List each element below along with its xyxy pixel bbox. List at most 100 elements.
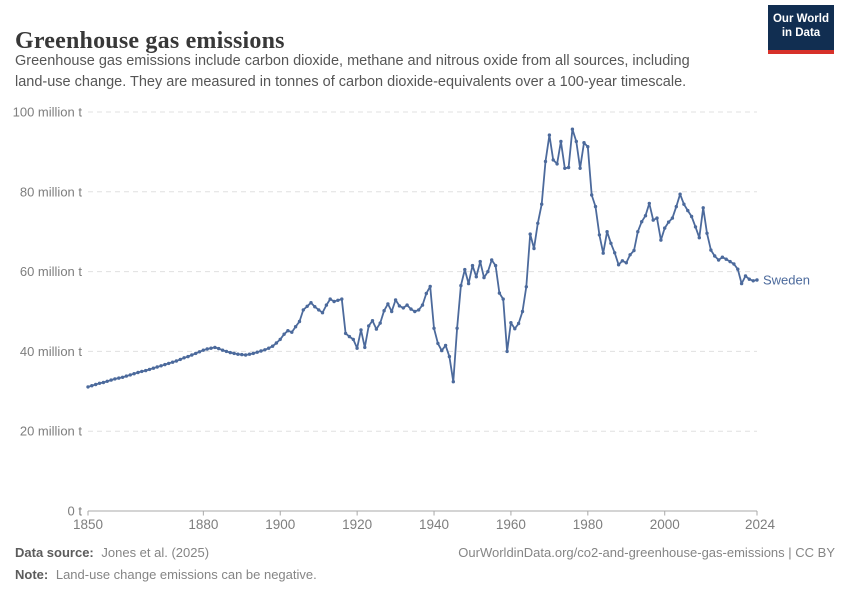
data-point-1960[interactable] [509,321,513,325]
data-point-2015[interactable] [720,255,725,259]
data-point-2008[interactable] [693,225,698,229]
data-point-1994[interactable] [640,220,644,224]
data-point-1872[interactable] [170,360,175,364]
data-point-1903[interactable] [290,330,294,334]
data-point-1937[interactable] [420,303,425,307]
data-point-1969[interactable] [543,159,548,164]
data-point-1948[interactable] [463,267,467,272]
data-point-1898[interactable] [270,344,275,348]
data-point-1970[interactable] [547,133,552,137]
owid-logo[interactable]: Our World in Data [768,5,834,54]
data-point-1912[interactable] [324,303,329,307]
data-point-1924[interactable] [370,319,375,323]
data-point-1874[interactable] [178,357,182,362]
data-point-1885[interactable] [220,348,225,352]
data-point-1892[interactable] [247,352,252,356]
data-point-2005[interactable] [682,202,686,206]
data-point-1979[interactable] [582,141,586,145]
data-point-1861[interactable] [128,373,132,377]
data-point-1993[interactable] [636,230,640,234]
data-point-1958[interactable] [501,297,505,301]
data-point-1908[interactable] [309,301,313,305]
data-point-1938[interactable] [424,291,428,296]
data-point-1998[interactable] [655,216,659,220]
data-point-1984[interactable] [601,251,605,255]
data-point-2006[interactable] [686,208,690,213]
data-point-2011[interactable] [705,231,709,235]
data-point-1851[interactable] [90,384,94,388]
data-point-1888[interactable] [232,351,236,356]
data-point-1987[interactable] [613,251,617,255]
data-point-1952[interactable] [478,259,482,264]
data-point-1873[interactable] [174,359,179,363]
data-point-1941[interactable] [436,341,440,346]
data-point-1860[interactable] [124,374,129,378]
data-point-1857[interactable] [113,377,117,381]
data-point-1858[interactable] [117,376,121,380]
data-point-1976[interactable] [570,127,575,131]
data-point-1915[interactable] [336,298,340,302]
data-point-1950[interactable] [470,263,475,268]
data-point-1894[interactable] [255,350,259,354]
data-point-1890[interactable] [240,352,244,357]
data-point-1932[interactable] [401,306,405,310]
data-point-1852[interactable] [94,382,98,387]
data-point-1866[interactable] [147,367,152,372]
data-point-1920[interactable] [355,346,359,350]
data-point-1900[interactable] [278,337,282,342]
data-point-1959[interactable] [505,349,509,354]
data-point-1936[interactable] [417,308,421,312]
data-point-1972[interactable] [555,162,559,166]
data-point-1992[interactable] [632,248,636,253]
data-point-1880[interactable] [201,348,205,352]
data-point-1875[interactable] [182,356,186,360]
data-point-1913[interactable] [328,297,332,301]
data-point-1910[interactable] [317,308,321,312]
data-point-1850[interactable] [86,385,90,389]
data-point-1906[interactable] [301,308,305,312]
data-point-1914[interactable] [332,299,336,304]
data-point-1962[interactable] [516,321,521,326]
data-point-1901[interactable] [282,332,286,336]
data-point-1899[interactable] [274,341,279,345]
data-point-1904[interactable] [293,325,298,329]
data-point-1859[interactable] [120,375,125,379]
data-point-1931[interactable] [397,304,402,308]
data-point-1889[interactable] [236,352,240,356]
data-point-1975[interactable] [566,165,571,170]
data-point-1986[interactable] [609,241,613,245]
data-point-1869[interactable] [159,364,163,368]
data-point-1990[interactable] [624,261,628,265]
data-point-1967[interactable] [536,221,540,225]
series-line[interactable] [87,128,758,388]
data-point-1862[interactable] [132,372,136,376]
data-point-1887[interactable] [228,350,232,355]
data-point-1978[interactable] [578,166,582,170]
data-point-1963[interactable] [520,309,525,314]
data-point-1884[interactable] [217,346,221,351]
owid-url-link[interactable]: OurWorldinData.org/co2-and-greenhouse-ga… [458,545,835,560]
data-point-1877[interactable] [190,353,194,357]
data-point-1945[interactable] [451,380,455,384]
data-point-1982[interactable] [593,204,598,209]
data-point-1977[interactable] [574,139,578,144]
data-point-2022[interactable] [747,277,751,281]
data-point-2019[interactable] [736,267,740,271]
data-point-1939[interactable] [428,284,432,289]
data-point-1927[interactable] [382,309,386,313]
data-point-1946[interactable] [455,326,459,330]
data-point-1871[interactable] [167,361,171,366]
data-point-1902[interactable] [286,329,290,333]
data-point-1856[interactable] [109,378,113,382]
data-point-1865[interactable] [144,368,148,373]
data-point-1895[interactable] [259,349,263,353]
data-point-1949[interactable] [466,281,471,286]
data-point-1905[interactable] [297,319,302,324]
data-point-1883[interactable] [213,345,217,350]
data-point-1922[interactable] [363,345,367,350]
data-point-1943[interactable] [443,343,448,348]
data-point-1881[interactable] [205,347,209,351]
data-point-1882[interactable] [209,346,213,350]
entity-label-sweden[interactable]: Sweden [763,273,810,288]
data-point-1954[interactable] [486,269,490,274]
